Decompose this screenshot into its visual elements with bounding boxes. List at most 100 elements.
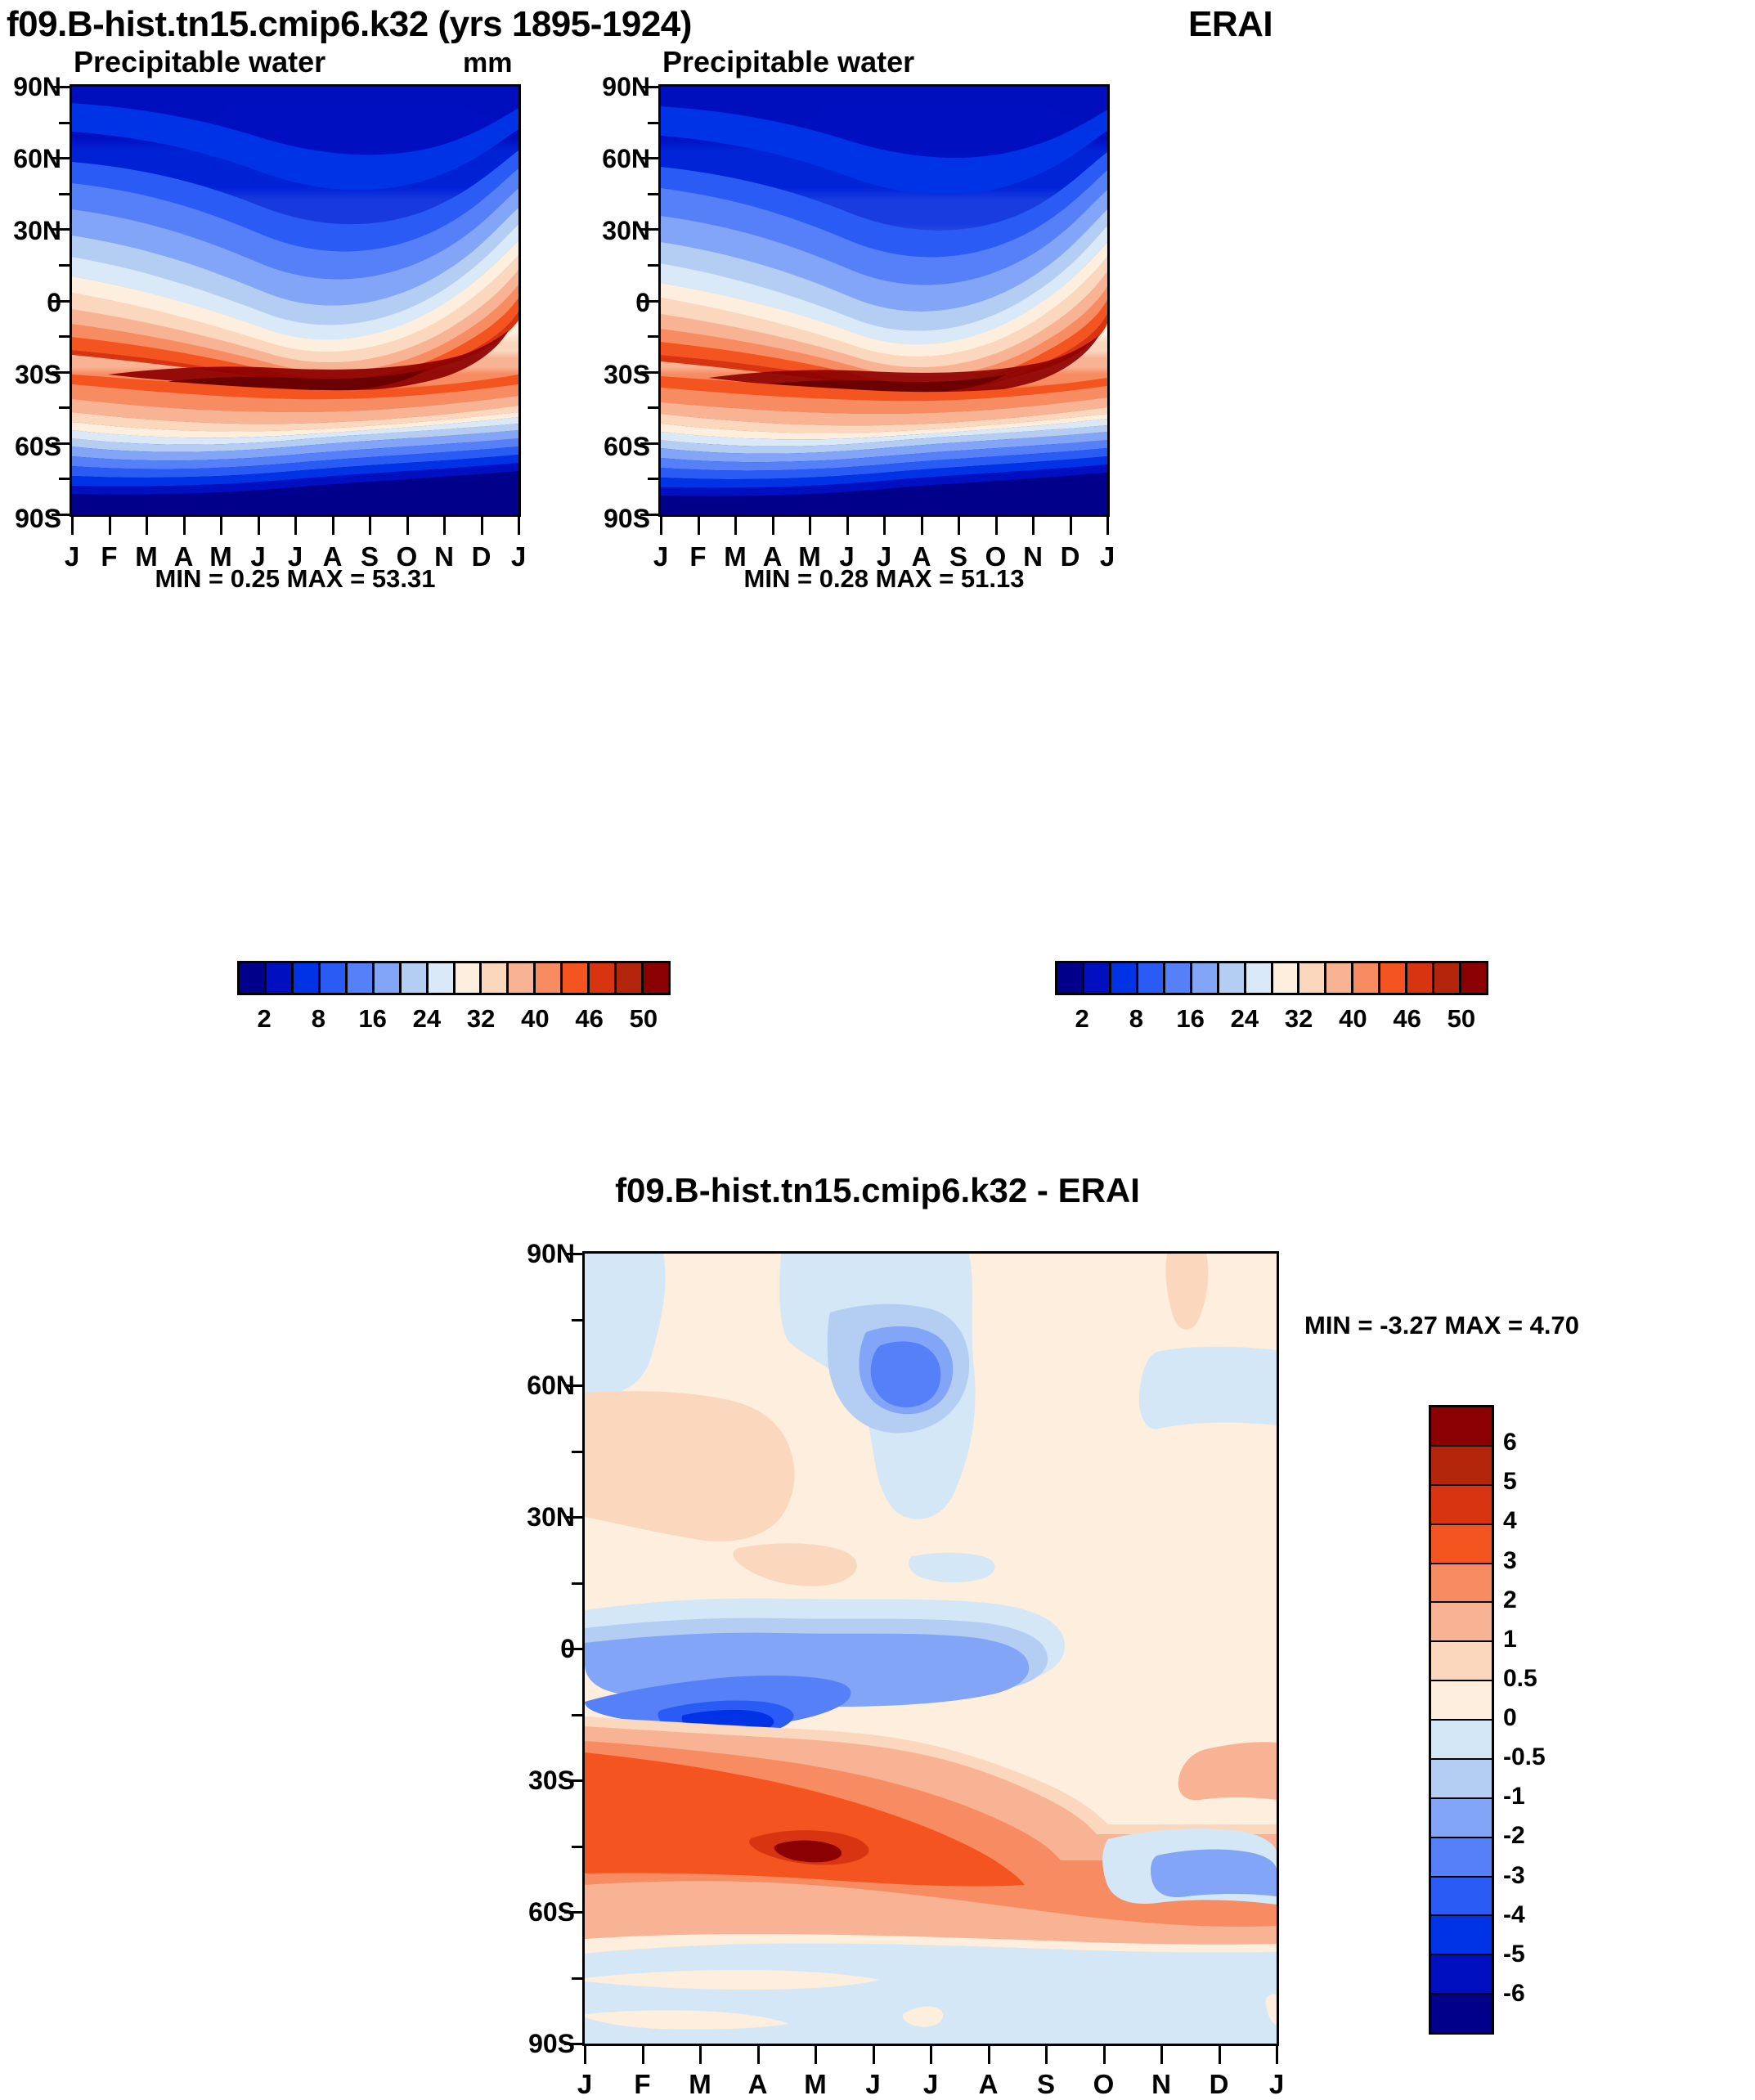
y-tick xyxy=(59,406,70,410)
x-tick xyxy=(220,517,222,535)
colorbar-tick-label: -1 xyxy=(1503,1783,1525,1811)
diff-colorbar[interactable] xyxy=(1429,1405,1494,2035)
x-tick-label: D xyxy=(1060,541,1080,572)
x-tick xyxy=(1276,2046,1278,2064)
y-tick-label: 0 xyxy=(560,1634,575,1663)
left-minmax-label: MIN = 0.25 MAX = 53.31 xyxy=(155,564,436,593)
y-tick-label: 90N xyxy=(527,1239,575,1268)
x-tick-label: N xyxy=(1023,541,1043,572)
diff-contour-plot[interactable] xyxy=(582,1251,1279,2046)
colorbar-tick-label: 40 xyxy=(521,1004,550,1033)
colorbar-tick-label: 6 xyxy=(1503,1429,1517,1456)
x-tick-label: S xyxy=(360,541,379,572)
y-tick xyxy=(648,335,658,339)
colorbar-segment xyxy=(563,963,590,993)
colorbar-tick-label: 50 xyxy=(1447,1004,1476,1033)
x-tick xyxy=(1045,2046,1048,2064)
y-tick xyxy=(640,157,658,160)
y-tick-label: 90S xyxy=(15,504,61,533)
colorbar-segment xyxy=(1299,963,1327,993)
right-main-title: ERAI xyxy=(1188,4,1273,44)
y-tick-label: 30N xyxy=(13,216,61,245)
colorbar-segment xyxy=(1431,1721,1492,1760)
colorbar-tick-label: 46 xyxy=(575,1004,604,1033)
colorbar-tick-label: 8 xyxy=(1129,1004,1143,1033)
colorbar-tick-label: 1 xyxy=(1503,1625,1517,1653)
left-colorbar[interactable] xyxy=(237,961,671,995)
colorbar-tick-label: 4 xyxy=(1503,1507,1517,1535)
colorbar-tick-label: 8 xyxy=(311,1004,325,1033)
x-tick-label: O xyxy=(985,541,1007,572)
colorbar-segment xyxy=(1057,963,1084,993)
y-tick xyxy=(640,228,658,231)
x-tick-label: N xyxy=(434,541,454,572)
y-tick xyxy=(648,121,658,124)
y-tick xyxy=(572,1582,582,1585)
y-tick xyxy=(564,1384,582,1387)
x-tick xyxy=(369,517,371,535)
x-tick-label: M xyxy=(804,2069,827,2099)
y-tick-label: 60N xyxy=(527,1371,575,1400)
y-tick xyxy=(59,335,70,339)
x-tick xyxy=(699,2046,702,2064)
x-tick-label: J xyxy=(865,2069,881,2099)
x-tick xyxy=(920,517,923,535)
y-tick-label: 30S xyxy=(604,360,650,389)
x-tick-label: F xyxy=(689,541,707,572)
y-tick-label: 0 xyxy=(635,288,650,317)
y-tick xyxy=(640,514,658,516)
colorbar-tick-label: 32 xyxy=(466,1004,496,1033)
main-title: f09.B-hist.tn15.cmip6.k32 (yrs 1895-1924… xyxy=(7,4,692,44)
x-tick xyxy=(958,517,960,535)
colorbar-segment xyxy=(1084,963,1111,993)
x-tick-label: J xyxy=(64,541,80,572)
x-tick xyxy=(331,517,334,535)
colorbar-segment xyxy=(1431,1524,1492,1564)
y-tick xyxy=(648,192,658,195)
colorbar-tick-label: 5 xyxy=(1503,1468,1517,1496)
y-tick xyxy=(52,86,70,88)
x-tick xyxy=(697,517,700,535)
x-tick-label: M xyxy=(135,541,158,572)
x-tick-label: J xyxy=(653,541,669,572)
left-contour-plot[interactable] xyxy=(70,84,521,517)
colorbar-segment xyxy=(644,963,668,993)
colorbar-segment xyxy=(1165,963,1192,993)
right-colorbar[interactable] xyxy=(1055,961,1488,995)
colorbar-segment xyxy=(1431,1485,1492,1525)
right-contour-plot[interactable] xyxy=(658,84,1110,517)
x-tick-label: O xyxy=(1093,2069,1115,2099)
x-tick-label: D xyxy=(471,541,491,572)
colorbar-segment xyxy=(1431,1642,1492,1682)
x-tick-label: J xyxy=(577,2069,593,2099)
colorbar-segment xyxy=(455,963,483,993)
x-tick-label: J xyxy=(922,2069,939,2099)
colorbar-tick-label: 46 xyxy=(1393,1004,1421,1033)
x-tick-label: S xyxy=(949,541,967,572)
colorbar-segment xyxy=(1431,1407,1492,1447)
colorbar-segment xyxy=(1431,1603,1492,1643)
colorbar-segment xyxy=(1431,1759,1492,1799)
colorbar-segment xyxy=(240,963,267,993)
x-tick xyxy=(584,2046,586,2064)
y-tick xyxy=(564,1911,582,1914)
colorbar-segment xyxy=(509,963,536,993)
x-tick-label: M xyxy=(798,541,821,572)
colorbar-segment xyxy=(482,963,509,993)
colorbar-tick-label: -5 xyxy=(1503,1940,1525,1968)
right-contour-svg xyxy=(661,87,1107,514)
colorbar-tick-label: -3 xyxy=(1503,1861,1525,1889)
y-tick xyxy=(640,370,658,374)
x-tick-label: J xyxy=(510,541,527,572)
colorbar-tick-label: -0.5 xyxy=(1503,1743,1546,1771)
x-tick xyxy=(146,517,148,535)
y-tick-label: 90S xyxy=(604,504,650,533)
x-tick xyxy=(406,517,409,535)
x-tick xyxy=(518,517,520,535)
colorbar-tick-label: -4 xyxy=(1503,1900,1525,1928)
x-tick-label: J xyxy=(1268,2069,1285,2099)
colorbar-tick-label: 0 xyxy=(1503,1704,1517,1731)
x-tick xyxy=(872,2046,875,2064)
y-tick xyxy=(572,1713,582,1716)
colorbar-segment xyxy=(1380,963,1408,993)
